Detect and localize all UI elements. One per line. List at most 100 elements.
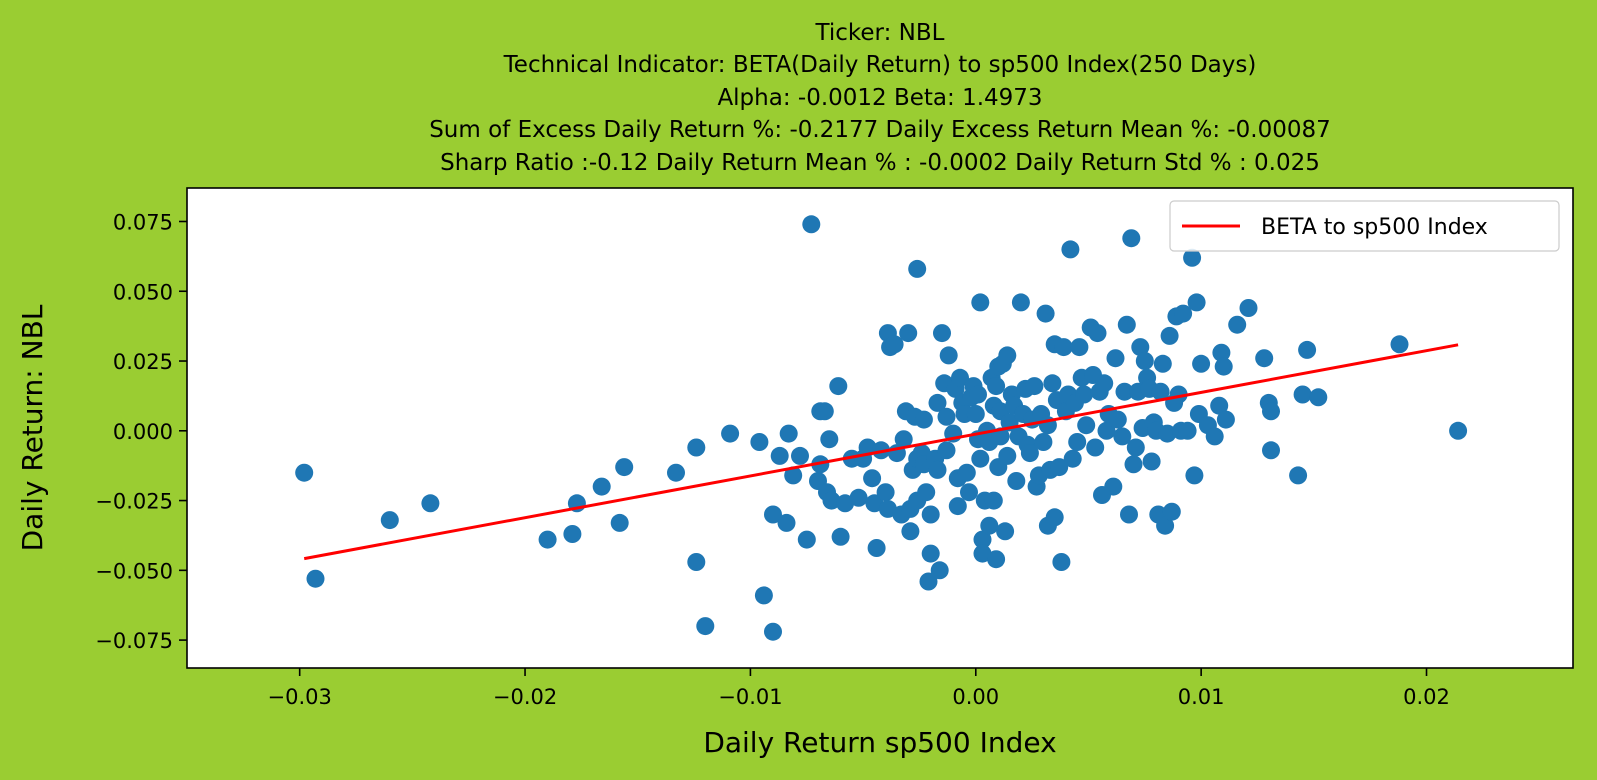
scatter-point — [1034, 433, 1053, 451]
scatter-point — [380, 511, 399, 530]
scatter-point — [836, 494, 855, 513]
scatter-point — [1153, 354, 1172, 373]
scatter-point — [1293, 385, 1312, 404]
scatter-point — [1228, 315, 1247, 334]
scatter-point — [919, 572, 938, 591]
scatter-point — [1050, 458, 1069, 477]
scatter-point — [996, 522, 1015, 541]
scatter-point — [973, 530, 992, 549]
scatter-point — [1289, 466, 1308, 485]
y-tick-label: −0.050 — [95, 559, 173, 583]
scatter-point — [295, 463, 314, 482]
scatter-point — [960, 483, 978, 502]
legend-box — [1169, 200, 1560, 252]
scatter-point — [777, 513, 796, 532]
scatter-point — [1097, 421, 1116, 440]
scatter-point — [1135, 352, 1154, 370]
scatter-point — [1255, 349, 1274, 368]
scatter-point — [1151, 382, 1170, 401]
scatter-point — [849, 488, 868, 507]
scatter-point — [1187, 293, 1206, 312]
scatter-point — [948, 497, 967, 516]
scatter-point — [615, 458, 634, 477]
scatter-point — [865, 494, 884, 513]
scatter-point — [1115, 382, 1134, 401]
y-tick-label: 0.025 — [113, 350, 173, 374]
scatter-point — [764, 505, 782, 524]
scatter-point — [980, 516, 999, 535]
scatter-point — [921, 505, 940, 524]
scatter-point — [1298, 340, 1317, 359]
x-tick-label: 0.02 — [1403, 685, 1450, 709]
scatter-point — [1075, 385, 1093, 404]
y-tick-label: −0.075 — [95, 629, 173, 653]
scatter-point — [779, 424, 798, 443]
scatter-point — [784, 466, 803, 485]
scatter-point — [1192, 354, 1211, 373]
scatter-point — [1185, 466, 1204, 485]
scatter-point — [878, 499, 897, 518]
scatter-point — [1104, 477, 1123, 496]
regression-line — [303, 343, 1459, 561]
scatter-point — [1449, 421, 1468, 440]
scatter-point — [721, 424, 740, 443]
scatter-point — [928, 393, 947, 412]
scatter-point — [914, 410, 933, 429]
scatter-point — [917, 483, 936, 502]
scatter-point — [876, 483, 895, 502]
x-tick-label: 0.00 — [952, 685, 999, 709]
scatter-point — [610, 513, 629, 532]
title-line: Alpha: -0.0012 Beta: 1.4973 — [717, 85, 1042, 111]
scatter-point — [951, 368, 969, 387]
scatter-point — [815, 402, 834, 421]
scatter-point — [998, 346, 1017, 365]
scatter-point — [867, 539, 886, 557]
scatter-point — [908, 259, 927, 278]
scatter-point — [750, 433, 769, 451]
scatter-point — [1156, 516, 1175, 535]
scatter-point — [667, 463, 685, 482]
x-axis-label: Daily Return sp500 Index — [703, 726, 1056, 759]
scatter-point — [831, 527, 850, 546]
scatter-point — [1106, 349, 1125, 368]
scatter-point — [1043, 374, 1062, 393]
scatter-point — [1007, 472, 1026, 490]
scatter-point — [822, 491, 841, 510]
scatter-point — [820, 430, 839, 449]
scatter-point — [921, 544, 940, 563]
x-tick-label: −0.01 — [718, 685, 782, 709]
scatter-point — [971, 449, 990, 468]
scatter-point — [791, 446, 809, 465]
scatter-point — [930, 561, 949, 580]
scatter-point — [1061, 240, 1080, 259]
scatter-point — [1052, 553, 1071, 571]
title-line: Sharp Ratio :-0.12 Daily Return Mean % :… — [440, 150, 1320, 176]
scatter-point — [1070, 338, 1089, 357]
y-tick-label: 0.050 — [113, 280, 173, 304]
scatter-point — [1126, 438, 1145, 457]
scatter-point — [306, 569, 325, 588]
scatter-point — [1214, 357, 1233, 376]
scatter-point — [937, 407, 956, 426]
scatter-point — [928, 460, 947, 479]
x-tick-label: −0.03 — [268, 685, 332, 709]
regression-line-group — [303, 343, 1459, 561]
scatter-point — [563, 525, 582, 543]
scatter-point — [1205, 427, 1224, 446]
scatter-point — [1158, 424, 1177, 443]
scatter-point — [1142, 452, 1161, 471]
x-tick-label: −0.02 — [493, 685, 557, 709]
scatter-point — [1124, 455, 1143, 474]
scatter-point — [1113, 427, 1132, 446]
scatter-point — [1160, 326, 1179, 345]
plot-frame — [186, 187, 1574, 669]
scatter-point — [770, 446, 789, 465]
scatter-point — [764, 622, 782, 641]
scatter-point — [1169, 385, 1188, 404]
y-tick-label: −0.025 — [95, 490, 173, 514]
scatter-point — [1086, 438, 1105, 457]
scatter-point — [1088, 324, 1107, 343]
scatter-point — [969, 385, 987, 404]
scatter-point — [1162, 502, 1181, 521]
